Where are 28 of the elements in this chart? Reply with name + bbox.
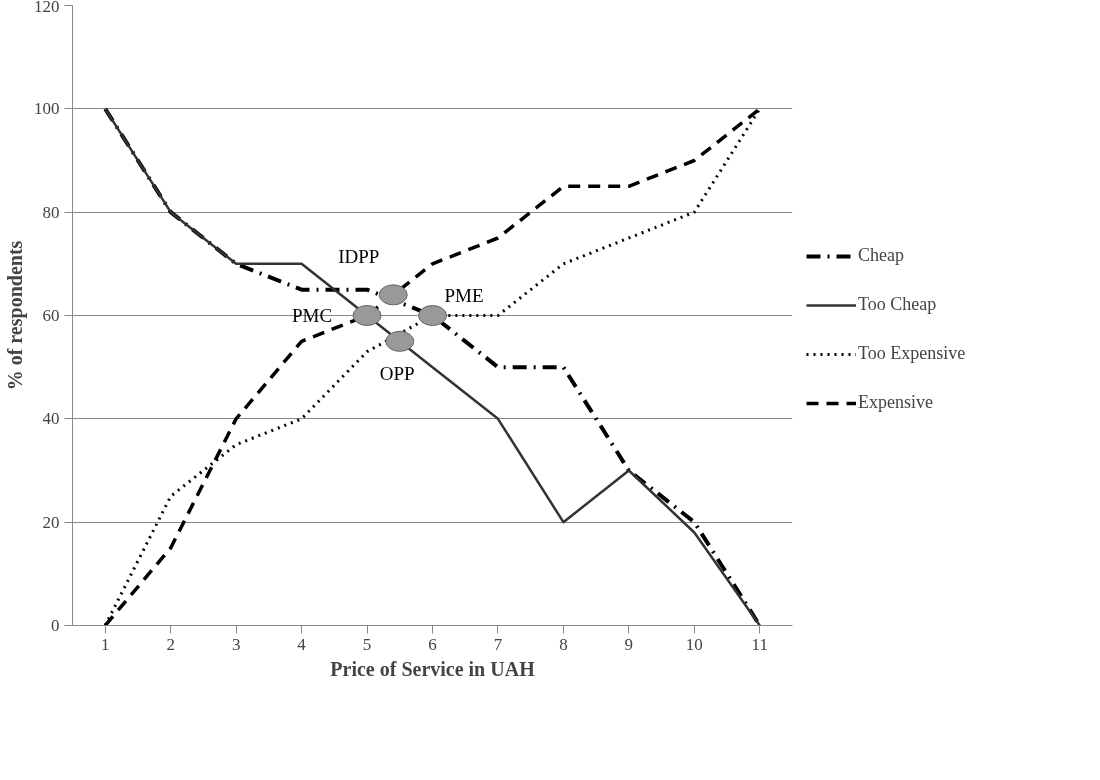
x-tick-label: 6 (428, 634, 437, 654)
x-tick-label: 3 (231, 634, 241, 654)
legend-label: Expensive (858, 392, 933, 413)
x-tick-label: 4 (297, 634, 307, 654)
x-tick-label: 10 (685, 634, 703, 654)
x-tick-label: 7 (493, 634, 503, 654)
y-axis-title: % of respondents (4, 240, 27, 391)
x-tick-label: 11 (751, 634, 768, 654)
y-tick-label: 80 (42, 202, 60, 222)
x-axis-title: Price of Service in UAH (330, 657, 536, 680)
y-tick-label: 40 (42, 409, 60, 429)
y-tick-label: 20 (42, 512, 60, 532)
legend-label: Cheap (858, 245, 904, 266)
annotation: OPP (379, 362, 415, 384)
x-tick-label: 2 (166, 634, 175, 654)
annotation: IDPP (338, 246, 380, 268)
y-tick-label: 100 (34, 99, 60, 119)
annotation: PMC (292, 305, 333, 326)
legend-label: Too Expensive (858, 343, 966, 364)
x-tick-label: 5 (362, 634, 372, 654)
annotation: PME (444, 285, 484, 306)
legend-label: Too Cheap (858, 294, 937, 315)
y-tick-label: 0 (51, 616, 60, 635)
y-tick-label: 120 (34, 0, 60, 16)
x-tick-label: 1 (100, 634, 110, 654)
x-tick-label: 8 (559, 634, 568, 654)
y-tick-label: 60 (42, 306, 60, 325)
x-tick-label: 9 (624, 634, 634, 654)
